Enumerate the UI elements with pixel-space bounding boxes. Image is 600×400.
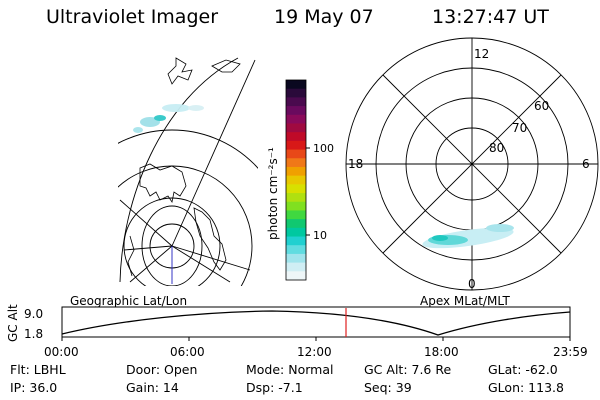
colorbar-swatch	[286, 253, 306, 264]
colorbar-swatch	[286, 80, 306, 90]
alt-ytick-9: 9.0	[24, 307, 43, 321]
alt-xtick-4: 23:59	[553, 345, 588, 359]
altitude-curve	[61, 310, 571, 336]
colorbar-swatch	[286, 140, 306, 151]
coastline	[167, 57, 193, 85]
glat-info: GLat: -62.0	[488, 362, 558, 377]
lat-circle	[123, 197, 221, 286]
coastline	[127, 235, 135, 277]
mode-info: Mode: Normal	[246, 362, 334, 377]
colorbar-swatch	[286, 114, 306, 124]
glon-info: GLon: 113.8	[488, 380, 564, 395]
meridian	[129, 245, 173, 283]
lat-label-80: 80	[489, 141, 504, 155]
geographic-label: Geographic Lat/Lon	[70, 294, 188, 308]
aurora-emission-right	[422, 224, 514, 249]
colorbar-swatch	[286, 149, 306, 159]
meridian	[171, 245, 251, 271]
colorbar-swatch	[286, 245, 306, 255]
limb-arc	[119, 57, 239, 283]
colorbar-swatch	[286, 210, 306, 220]
lat-label-60: 60	[534, 99, 549, 113]
colorbar-swatch	[286, 166, 306, 177]
colorbar-swatch	[286, 88, 306, 98]
date-label: 19 May 07	[274, 6, 374, 28]
meridian	[171, 245, 231, 283]
alt-xtick-1: 06:00	[170, 345, 205, 359]
colorbar-swatch	[286, 262, 306, 272]
colorbar-tick-100: 100	[313, 142, 334, 155]
colorbar-swatch	[286, 236, 306, 246]
colorbar-swatch	[286, 123, 306, 133]
colorbar-swatch	[286, 184, 306, 194]
mlt-label-6: 6	[582, 157, 590, 171]
lat-circle	[118, 129, 258, 169]
door-info: Door: Open	[126, 362, 198, 377]
meridian	[119, 199, 173, 247]
coastline	[139, 163, 187, 204]
colorbar-swatch	[286, 227, 306, 238]
instrument-title: Ultraviolet Imager	[46, 6, 219, 28]
coastline	[193, 207, 227, 271]
coastline	[211, 59, 241, 73]
dsp-info: Dsp: -7.1	[246, 380, 303, 395]
colorbar-swatch	[286, 132, 306, 142]
mlt-label-18: 18	[348, 157, 363, 171]
meridian	[171, 59, 256, 247]
gain-info: Gain: 14	[126, 380, 179, 395]
colorbar-tick-10: 10	[313, 229, 327, 242]
seq-info: Seq: 39	[364, 380, 412, 395]
colorbar-swatch	[286, 97, 306, 107]
colorbar-swatch	[286, 158, 306, 168]
aurora-emission-left	[133, 104, 204, 133]
alt-xtick-2: 12:00	[297, 345, 332, 359]
colorbar-swatch	[286, 201, 306, 211]
apex-label: Apex MLat/MLT	[420, 294, 510, 308]
inner-ring	[141, 205, 203, 286]
filter-info: Flt: LBHL	[10, 362, 66, 377]
meridian	[123, 245, 173, 251]
colorbar-swatch	[286, 175, 306, 185]
colorbar-swatch	[286, 193, 306, 203]
alt-ytick-1.8: 1.8	[24, 327, 43, 341]
colorbar-swatch	[286, 271, 306, 281]
gc-alt-info: GC Alt: 7.6 Re	[364, 362, 452, 377]
alt-xtick-0: 00:00	[44, 345, 79, 359]
time-label: 13:27:47 UT	[432, 6, 549, 28]
alt-xtick-3: 18:00	[424, 345, 459, 359]
colorbar-swatch	[286, 219, 306, 229]
colorbar-label: photon cm⁻²s⁻¹	[266, 147, 280, 240]
lat-label-70: 70	[512, 121, 527, 135]
ip-info: IP: 36.0	[10, 380, 58, 395]
alt-ylabel: GC Alt	[6, 304, 20, 342]
mlt-label-0: 0	[468, 277, 476, 291]
mlt-label-12: 12	[474, 47, 489, 61]
colorbar-swatch	[286, 106, 306, 116]
